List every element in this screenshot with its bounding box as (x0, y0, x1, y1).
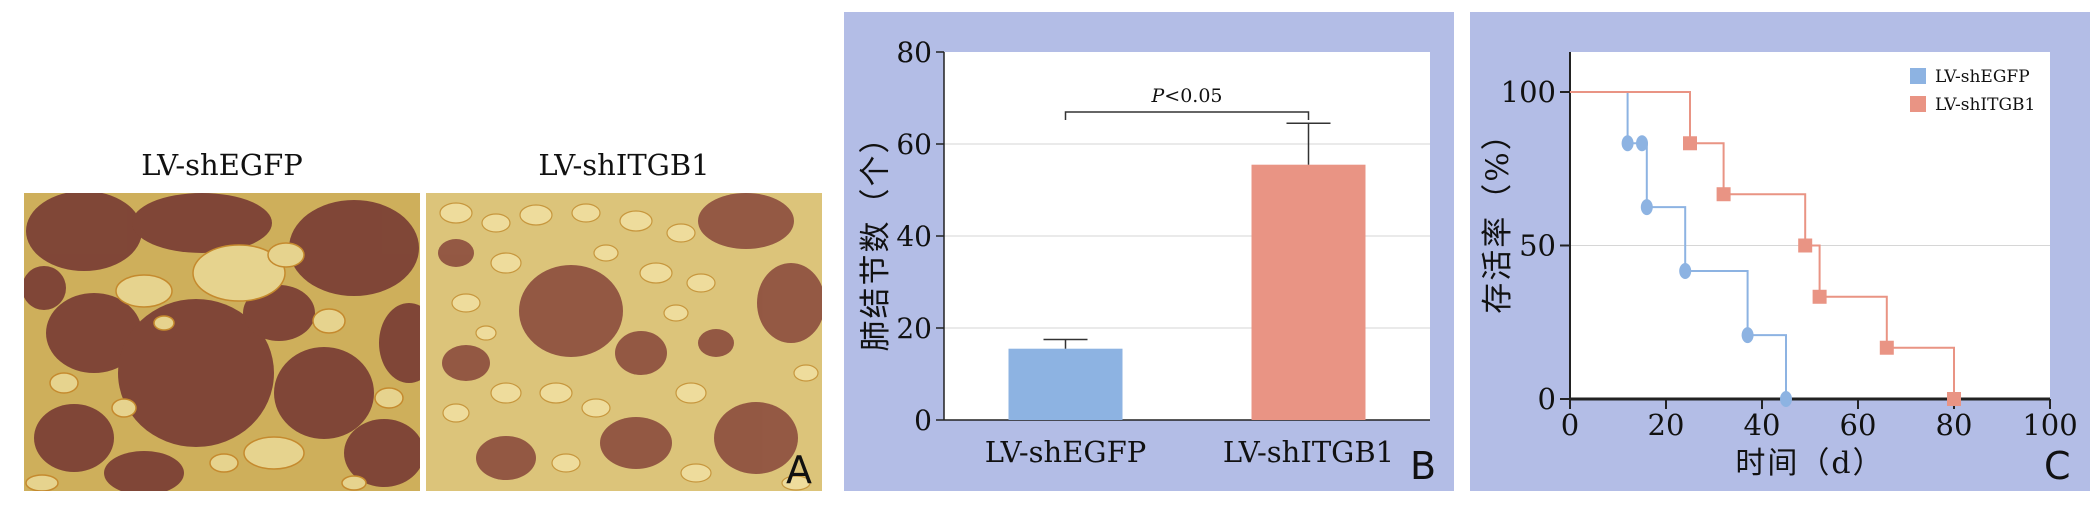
km-x-tick-label: 80 (1936, 408, 1973, 442)
km-censor-marker (1716, 187, 1731, 202)
panel-c-survival-chart: 0 50 100 0 20 40 60 80 100 LV-shEGFP LV-shITGB1 时… (1470, 12, 2090, 491)
significance-p-value: <0.05 (1164, 85, 1222, 107)
significance-bracket (1064, 111, 1310, 120)
micrograph-itgb1 (426, 193, 822, 491)
km-censor-marker (1879, 340, 1894, 355)
km-x-tick-label: 100 (2022, 408, 2077, 442)
km-y-axis-label: 存活率（%） (1480, 117, 1516, 313)
km-censor-marker (1798, 238, 1813, 253)
km-legend-label: LV-shEGFP (1935, 67, 2030, 87)
km-plot-area (1570, 52, 2050, 399)
bar-y-tick-label: 20 (896, 312, 932, 345)
km-x-axis-label: 时间（d） (1735, 446, 1884, 481)
km-x-tick-label: 60 (1840, 408, 1877, 442)
bar-chart-svg: 0 20 40 60 80 LV-shEGFP LV-shITGB1 P<0.05 肺结节数… (858, 36, 1430, 469)
survival-chart-svg: 0 50 100 0 20 40 60 80 100 LV-shEGFP LV-shITGB1 时… (1480, 52, 2078, 481)
significance-label: P<0.05 (1150, 85, 1222, 107)
micrograph-egfp (24, 193, 420, 491)
micrograph-title-egfp: LV-shEGFP (141, 148, 303, 182)
panel-letter-a: A (786, 448, 812, 492)
km-censor-marker (1812, 289, 1827, 304)
micrograph-title-itgb1: LV-shITGB1 (538, 148, 710, 182)
micrograph-itgb1-image (426, 193, 822, 491)
km-censor-marker (1621, 135, 1634, 152)
significance-p-symbol: P (1150, 85, 1165, 107)
bar-y-axis-label: 肺结节数（个） (858, 121, 894, 352)
km-y-tick-label: 50 (1519, 229, 1556, 263)
panel-a-micrographs: LV-shEGFP LV-shITGB1 (0, 0, 830, 508)
bar-x-tick-label: LV-shITGB1 (1223, 435, 1394, 469)
bar (1251, 164, 1366, 420)
bar-x-tick-label: LV-shEGFP (985, 435, 1146, 469)
km-censor-marker (1947, 392, 1961, 406)
km-legend-label: LV-shITGB1 (1935, 95, 2035, 115)
panel-b-bar-chart: 0 20 40 60 80 LV-shEGFP LV-shITGB1 P<0.05 肺结节数… (844, 12, 1454, 491)
bar (1008, 348, 1123, 420)
bar-y-tick-label: 60 (896, 128, 932, 161)
panel-letter-c: C (2044, 444, 2071, 488)
km-censor-marker (1636, 135, 1648, 152)
km-censor-marker (1683, 136, 1697, 151)
km-curve-egfp (1570, 91, 1787, 399)
km-censor-marker (1780, 391, 1792, 407)
km-x-tick-label: 40 (1744, 408, 1781, 442)
km-y-tick-label: 0 (1538, 382, 1556, 416)
bar-y-tick-label: 40 (896, 220, 932, 253)
bar-y-tick-label: 80 (896, 36, 932, 69)
km-censor-marker (1640, 199, 1653, 216)
km-y-tick-label: 100 (1501, 75, 1556, 109)
km-censor-marker (1741, 327, 1754, 344)
bar-y-tick-label: 0 (914, 404, 932, 437)
panel-letter-b: B (1410, 444, 1437, 488)
km-x-tick-label: 20 (1648, 408, 1685, 442)
km-legend-swatch (1910, 96, 1926, 112)
km-x-tick-label: 0 (1561, 408, 1579, 442)
km-censor-marker (1679, 262, 1692, 279)
km-legend-swatch (1910, 68, 1926, 84)
micrograph-egfp-image (24, 193, 420, 491)
